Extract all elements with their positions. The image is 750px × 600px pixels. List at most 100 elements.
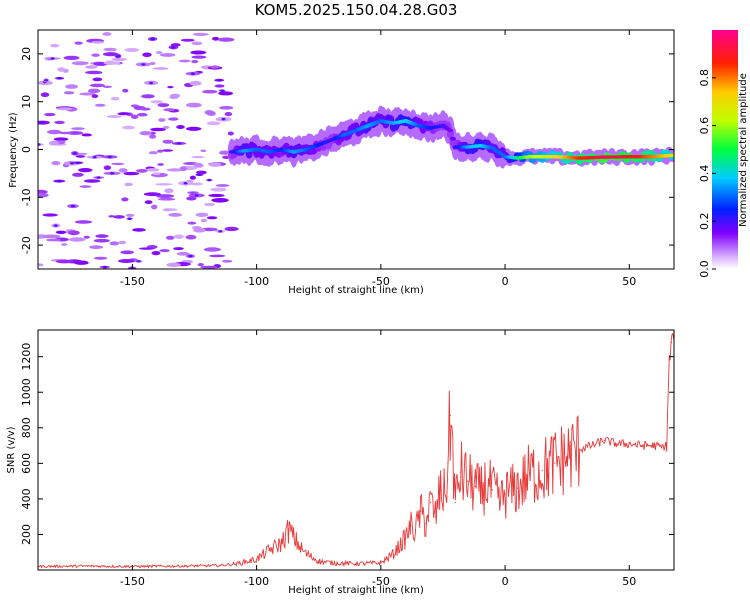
noise-blob <box>202 89 218 94</box>
noise-blob <box>162 125 170 129</box>
noise-blob <box>148 151 158 155</box>
noise-blob <box>197 263 204 267</box>
noise-blob <box>125 213 135 217</box>
noise-blob <box>157 149 164 153</box>
noise-blob <box>118 240 126 245</box>
noise-blob-core <box>149 81 154 85</box>
noise-blob <box>72 172 84 177</box>
noise-blob <box>190 182 203 186</box>
noise-blob <box>192 32 209 37</box>
x-tick-label: -150 <box>120 575 145 588</box>
snr-point <box>392 553 394 555</box>
colorbar-tick-label: 0.2 <box>698 212 711 230</box>
noise-blob <box>149 134 157 139</box>
noise-blob <box>193 162 203 168</box>
noise-blob <box>78 168 93 173</box>
noise-blob <box>191 155 205 159</box>
y-tick-label: 400 <box>20 488 33 509</box>
noise-blob <box>49 140 59 146</box>
snr-point <box>541 469 543 471</box>
noise-blob <box>108 215 115 218</box>
noise-blob <box>79 92 95 96</box>
noise-blob <box>200 149 207 153</box>
noise-blob <box>94 103 106 107</box>
y-tick-label: 20 <box>20 47 33 61</box>
noise-blob-core <box>102 265 107 269</box>
noise-blob <box>68 237 86 242</box>
noise-blob <box>102 32 112 36</box>
noise-blob <box>79 185 92 188</box>
noise-blob <box>179 166 188 171</box>
snr-point <box>668 365 670 367</box>
snr-point <box>504 493 506 495</box>
noise-blob <box>103 165 112 170</box>
y-tick-label: 600 <box>20 453 33 474</box>
noise-blob <box>143 192 161 197</box>
snr-point <box>405 537 407 539</box>
noise-blob <box>151 251 161 256</box>
noise-blob <box>120 250 135 255</box>
noise-blob <box>224 111 233 117</box>
y-tick-label: 1000 <box>20 378 33 406</box>
noise-blob <box>224 226 239 232</box>
colorbar-label: Normalized spectral amplitude <box>738 73 749 227</box>
noise-blob <box>109 241 120 246</box>
colorbar-ticks: 0.0 0.2 0.4 0.6 0.8 <box>698 69 716 278</box>
snr-point <box>181 565 183 567</box>
noise-blob <box>42 234 61 239</box>
y-tick-label: -10 <box>20 188 33 206</box>
noise-blob <box>136 169 148 173</box>
noise-blob <box>130 114 139 120</box>
noise-blob <box>75 155 86 158</box>
noise-blob <box>137 112 148 117</box>
snr-frame <box>37 329 675 571</box>
snr-point <box>434 516 437 518</box>
noise-blob <box>173 234 184 239</box>
noise-blob <box>166 262 181 267</box>
noise-blob <box>113 215 125 219</box>
noise-blob <box>152 67 169 70</box>
snr-point <box>447 462 449 464</box>
noise-blob <box>56 107 73 111</box>
noise-blob <box>122 88 129 93</box>
snr-point <box>82 565 84 567</box>
noise-blob <box>151 204 158 210</box>
snr-point <box>410 525 412 527</box>
snr-point <box>415 530 417 532</box>
snr-point <box>641 445 643 447</box>
colorbar-tick-label: 0.8 <box>698 69 711 87</box>
colorbar: 0.0 0.2 0.4 0.6 0.8 Normalized spectral ampl… <box>698 30 749 278</box>
noise-blob <box>166 168 184 172</box>
noise-blob-core <box>76 161 81 164</box>
noise-blob-core <box>183 182 188 185</box>
noise-blob <box>63 91 75 95</box>
noise-blob <box>200 218 208 223</box>
snr-point <box>454 501 456 503</box>
noise-blob-core <box>194 194 199 197</box>
snr-point <box>288 528 290 530</box>
noise-blob <box>196 170 207 175</box>
noise-blob <box>142 52 152 58</box>
y-tick-label: 200 <box>20 524 33 545</box>
noise-blob <box>139 131 152 136</box>
noise-blob-core <box>92 156 97 159</box>
noise-blob <box>132 228 146 232</box>
noise-blob-core <box>217 79 222 82</box>
snr-point <box>603 439 606 441</box>
noise-blob <box>155 183 173 186</box>
noise-blob <box>56 259 74 264</box>
noise-blob-core <box>220 89 225 92</box>
noise-blob <box>189 80 202 86</box>
noise-blob <box>217 37 235 42</box>
snr-x-axis-title: Height of straight line (km) <box>288 585 424 596</box>
noise-blob <box>215 184 230 187</box>
noise-blob-core <box>57 179 62 183</box>
noise-blob <box>90 83 105 88</box>
noise-blob <box>209 254 226 258</box>
noise-blob <box>157 197 176 201</box>
noise-blob <box>191 59 199 64</box>
snr-line <box>38 332 674 569</box>
noise-blob <box>157 103 170 108</box>
noise-blob <box>210 187 227 192</box>
